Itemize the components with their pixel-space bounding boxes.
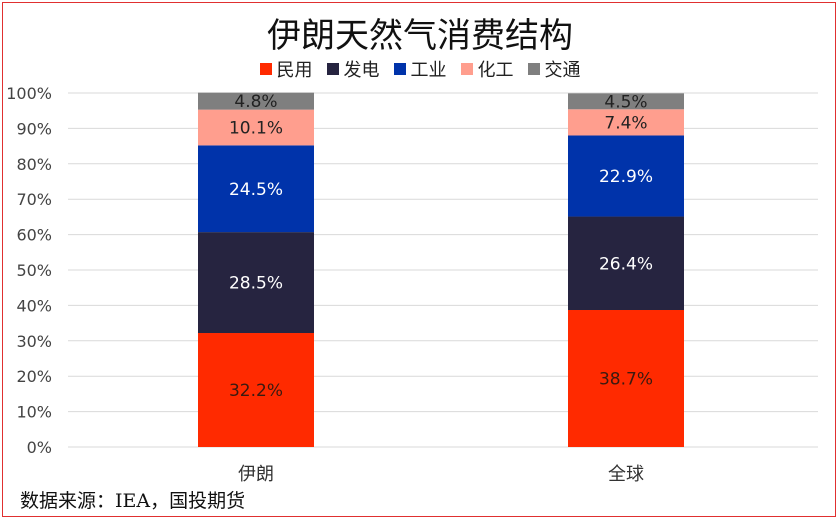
data-label: 10.1%	[229, 119, 283, 139]
y-tick-label: 50%	[16, 261, 52, 280]
bar-segment	[198, 92, 314, 110]
y-tick-label: 30%	[16, 332, 52, 351]
bar-segment	[198, 333, 314, 447]
y-tick-label: 80%	[16, 155, 52, 174]
legend-label: 发电	[343, 60, 380, 81]
y-tick-label: 90%	[16, 119, 52, 138]
bar-segment	[198, 145, 314, 233]
legend-label: 工业	[410, 60, 447, 81]
data-label: 32.2%	[229, 381, 283, 401]
legend-label: 交通	[544, 60, 581, 81]
legend-item: 民用	[259, 56, 313, 82]
legend-label: 化工	[477, 60, 514, 81]
y-tick-label: 60%	[16, 226, 52, 245]
y-tick-label: 70%	[16, 190, 52, 209]
legend-swatch	[259, 63, 272, 75]
legend-item: 发电	[326, 56, 380, 82]
bar-segment	[568, 310, 684, 447]
bar-segment	[568, 216, 684, 311]
legend-swatch	[460, 63, 473, 75]
legend-label: 民用	[276, 60, 313, 81]
legend-swatch	[527, 63, 540, 75]
data-label: 22.9%	[599, 167, 653, 187]
legend-item: 交通	[527, 56, 581, 82]
y-tick-label: 40%	[16, 296, 52, 315]
data-label: 4.8%	[234, 92, 277, 112]
legend-swatch	[393, 63, 406, 75]
bar-segment	[198, 232, 314, 334]
data-label: 4.5%	[604, 92, 647, 112]
legend: 民用 发电 工业 化工 交通	[0, 56, 840, 82]
bar-segment	[198, 109, 314, 146]
y-tick-label: 100%	[6, 84, 52, 103]
source-note: 数据来源：IEA，国投期货	[20, 490, 246, 512]
data-label: 7.4%	[604, 113, 647, 133]
bar-segment	[568, 109, 684, 136]
x-category-label: 伊朗	[238, 464, 274, 485]
y-tick-label: 0%	[27, 438, 52, 457]
bar-segment	[568, 135, 684, 217]
data-label: 26.4%	[599, 254, 653, 274]
data-label: 24.5%	[229, 180, 283, 200]
legend-item: 工业	[393, 56, 447, 82]
legend-swatch	[326, 63, 339, 75]
chart-title: 伊朗天然气消费结构	[267, 16, 573, 56]
legend-item: 化工	[460, 56, 514, 82]
y-tick-label: 10%	[16, 403, 52, 422]
bar-segment	[568, 93, 684, 110]
x-category-label: 全球	[608, 464, 644, 485]
data-label: 38.7%	[599, 370, 653, 390]
y-tick-label: 20%	[16, 367, 52, 386]
data-label: 28.5%	[229, 274, 283, 294]
